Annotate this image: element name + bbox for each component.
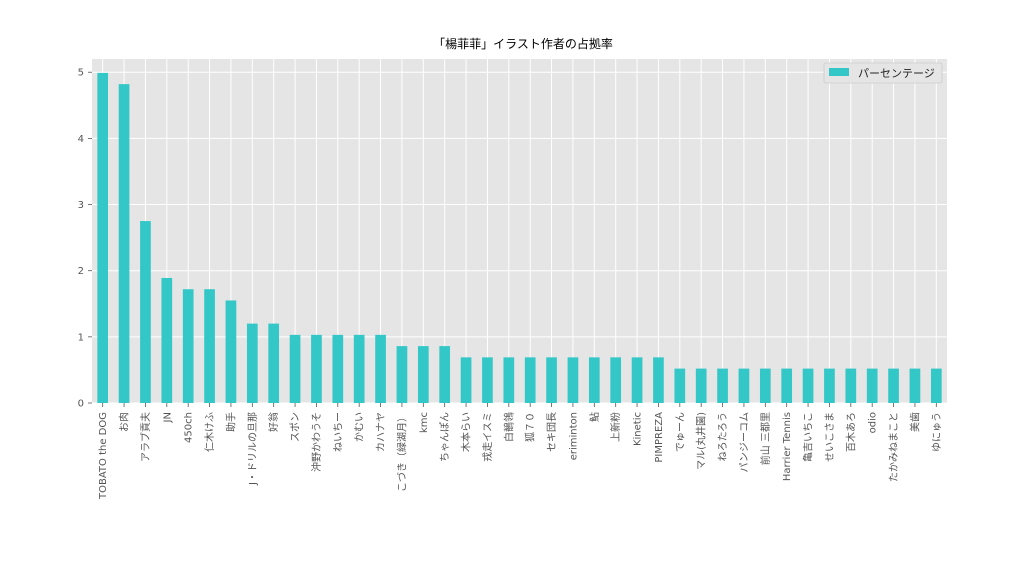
x-tick-label: JN [162,412,173,423]
x-tick-label: 450ch [184,412,195,443]
bar [417,346,429,403]
bar [332,334,344,403]
y-tick-label: 3 [78,200,84,211]
bar [930,368,942,403]
x-tick-label: せいこさま [824,412,836,462]
bar [567,357,579,403]
x-tick-label: eriminton [568,412,579,460]
chart-title: 「楊菲菲」イラスト作者の占拠率 [433,36,613,51]
bar [845,368,857,403]
legend: パーセンテージ [823,62,943,84]
bar [802,368,814,403]
y-tick-label: 1 [78,332,84,343]
x-tick-label: Kinetic [633,412,644,446]
bar [97,72,109,404]
bar [439,346,451,403]
bar [546,357,557,403]
x-tick-label: 好翁 [267,412,280,432]
legend-swatch [829,68,849,76]
x-axis-ticks: TOBATO the DOG お肉 アラブ貢夫 JN 450ch 仁木けふ 助手 J・ドリルの… [98,403,943,500]
bar [503,357,515,403]
x-tick-label: マル(丸井園) [695,412,708,470]
y-tick-label: 5 [78,68,84,79]
x-tick-label: PIMPREZA [654,412,665,463]
x-tick-label: 沖野かわうそ [310,412,323,472]
bar [311,334,322,403]
bar [888,368,899,403]
bar [738,368,750,403]
bar [204,289,215,403]
x-tick-label: 戎走イスミ [481,412,494,462]
x-tick-label: お肉 [118,412,131,432]
legend-label: パーセンテージ [858,67,935,80]
x-tick-label: ちゃんぽん [439,412,451,462]
x-tick-label: パンジーコム [738,412,750,473]
bars [97,72,942,404]
bar [759,368,771,403]
x-tick-label: こづき（緑湖月） [395,412,408,492]
bar [824,368,835,403]
x-tick-label: ねいちー [332,412,344,452]
bar [695,368,707,403]
y-tick-label: 2 [78,266,84,277]
x-tick-label: 百木あろ [845,412,857,452]
legend-box [823,62,943,84]
bar [182,289,194,403]
x-tick-label: 鮎 [588,412,601,422]
bar [866,368,878,403]
x-tick-label: カハナヤ [375,412,387,452]
bar [909,368,921,403]
bar [674,368,686,403]
bar [118,84,130,403]
x-tick-label: 助手 [224,412,237,432]
x-tick-label: 美歯 [908,412,921,432]
x-tick-label: かむい [354,412,366,442]
bar [268,323,280,403]
bar [396,346,408,403]
x-tick-label: でゅーん [674,412,686,452]
x-tick-label: ねろたろう [717,412,729,461]
x-tick-label: Harrier Tennis [782,412,793,481]
bar [289,334,301,403]
x-tick-label: 上新粉 [609,412,622,442]
x-tick-label: スポン [290,412,302,442]
bar [161,277,173,403]
bar [524,357,536,403]
bar [631,357,643,403]
bar [225,300,237,403]
y-tick-label: 0 [78,399,84,410]
x-tick-label: kmc [419,412,430,433]
bar [717,368,728,403]
x-tick-label: 木本らい [460,412,473,452]
x-tick-label: たかみねまこと [888,412,900,482]
bar [610,357,622,403]
x-tick-label: セキ団長 [546,412,558,452]
bar [781,368,793,403]
x-tick-label: odio [868,412,879,433]
y-axis-ticks: 0 1 2 3 4 5 [78,68,92,410]
x-tick-label: 亀吉いちこ [802,412,815,462]
x-tick-label: TOBATO the DOG [98,412,109,500]
x-tick-label: 白鶺鴒 [502,412,515,442]
x-tick-label: 前山 三都里 [759,412,772,465]
bar [246,323,258,403]
bar [353,334,365,403]
x-tick-label: 狐７０ [524,412,537,442]
x-tick-label: 仁木けふ [204,412,216,452]
bar [482,357,493,403]
x-tick-label: アラブ貢夫 [139,412,152,462]
plot-area [92,59,947,403]
x-tick-label: J・ドリルの旦那 [247,412,259,486]
x-tick-label: ゆにゅう [931,412,943,452]
bar [653,357,664,403]
bar [140,221,151,403]
bar [588,357,600,403]
bar [375,334,386,403]
y-tick-label: 4 [78,134,84,145]
bar [460,357,472,403]
